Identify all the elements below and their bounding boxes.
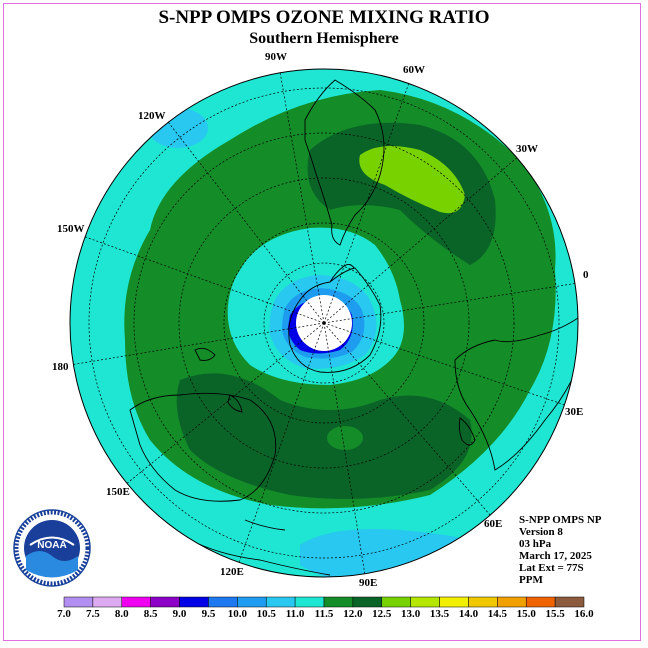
colorbar-tick-label: 8.0 — [114, 608, 129, 620]
colorbar-swatch — [294, 596, 325, 608]
colorbar-tick-label: 9.5 — [201, 608, 216, 620]
info-block: S-NPP OMPS NP Version 8 03 hPa March 17,… — [519, 514, 602, 586]
colorbar-tick-label: 11.0 — [285, 608, 305, 620]
colorbar-swatch — [381, 596, 411, 608]
colorbar-tick-label: 14.0 — [458, 608, 479, 620]
info-version: Version 8 — [519, 526, 563, 538]
colorbar-tick-label: 7.5 — [86, 608, 100, 620]
colorbar-tick-label: 11.5 — [314, 608, 334, 620]
colorbar-swatch — [352, 596, 383, 608]
colorbar-swatch — [208, 596, 238, 608]
colorbar-swatch — [497, 596, 527, 608]
colorbar-swatch — [554, 596, 585, 608]
info-level: 03 hPa — [519, 538, 552, 550]
colorbar-swatch — [237, 596, 267, 608]
noaa-logo-text: NOAA — [37, 540, 67, 551]
lon-label-150w: 150W — [57, 223, 85, 235]
colorbar-tick-label: 9.0 — [172, 608, 187, 620]
colorbar-tick-label: 15.5 — [545, 608, 565, 620]
info-lat-ext: Lat Ext = 77S — [519, 562, 584, 574]
lon-label-0: 0 — [583, 269, 589, 281]
colorbar-tick-label: 15.0 — [516, 608, 536, 620]
colorbar-tick-label: 12.5 — [372, 608, 392, 620]
colorbar-swatch — [410, 596, 440, 608]
south-pole-marker — [322, 321, 326, 325]
lon-label-90w: 90W — [265, 51, 287, 63]
plot-frame — [3, 3, 641, 641]
info-units: PPM — [519, 574, 543, 586]
coastlines — [129, 79, 578, 576]
colorbar-tick-label: 10.5 — [256, 608, 276, 620]
noaa-logo — [13, 509, 91, 587]
colorbar-tick-label: 13.0 — [401, 608, 421, 620]
ozone-patch-green-inner — [327, 426, 363, 450]
map-boundary — [69, 68, 579, 578]
colorbar-swatch — [92, 596, 123, 608]
subtitle: Southern Hemisphere — [249, 30, 399, 47]
lon-label-30w: 30W — [516, 143, 538, 155]
lon-label-120w: 120W — [138, 110, 166, 122]
colorbar-swatch — [179, 596, 209, 608]
colorbar-swatch — [150, 596, 180, 608]
lon-label-30e: 30E — [565, 406, 584, 418]
colorbar-tick-label: 7.0 — [57, 608, 71, 620]
ozone-max-yellowgreen — [359, 146, 465, 214]
colorbar-swatch — [525, 596, 556, 608]
colorbar-swatch — [63, 596, 94, 608]
lon-label-180: 180 — [52, 361, 69, 373]
colorbar-tick-label: 12.0 — [343, 608, 363, 620]
lon-label-60e: 60E — [484, 518, 503, 530]
info-product: S-NPP OMPS NP — [519, 514, 602, 526]
colorbar-swatch — [439, 596, 469, 608]
colorbar-tick-label: 13.5 — [429, 608, 450, 620]
graticule — [70, 71, 578, 576]
colorbar-tick-label: 8.5 — [143, 608, 158, 620]
colorbar-tick-label: 14.5 — [487, 608, 507, 620]
colorbar-tick-label: 10.0 — [227, 608, 247, 620]
info-date: March 17, 2025 — [519, 550, 592, 562]
lon-label-60w: 60W — [403, 64, 425, 76]
colorbar-swatch — [468, 596, 498, 608]
colorbar-swatch — [121, 596, 151, 608]
page-title: S-NPP OMPS OZONE MIXING RATIO — [158, 7, 490, 28]
colorbar-swatch — [265, 596, 296, 608]
lon-label-90e: 90E — [359, 577, 378, 589]
colorbar-swatch — [323, 596, 354, 608]
lon-label-150e: 150E — [106, 486, 130, 498]
lon-label-120e: 120E — [220, 566, 244, 578]
colorbar-tick-label: 16.0 — [574, 608, 594, 620]
ozone-patch-darkgreen-se — [176, 373, 472, 499]
